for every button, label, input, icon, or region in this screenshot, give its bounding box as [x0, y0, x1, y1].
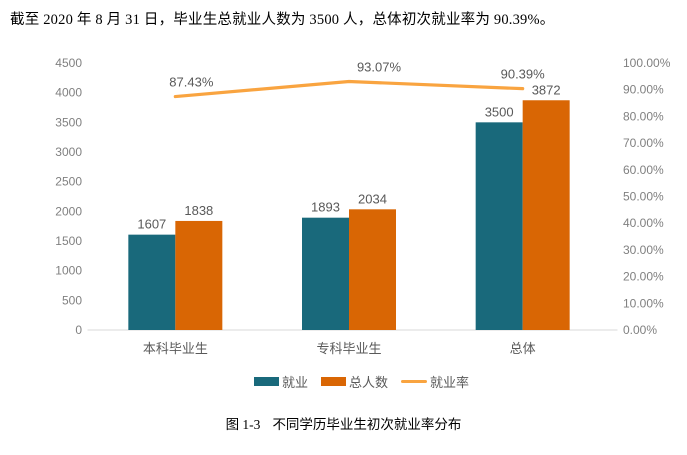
line-point-label: 93.07%: [357, 60, 402, 75]
bar-就业-2: [475, 122, 523, 330]
right-axis-tick-label: 0.00%: [623, 323, 657, 337]
right-axis-tick-label: 30.00%: [623, 243, 664, 257]
right-axis-tick-label: 50.00%: [623, 190, 664, 204]
left-axis-tick-label: 0: [75, 323, 82, 337]
legend-label: 就业率: [430, 375, 470, 390]
bar-value-label: 2034: [358, 191, 387, 206]
left-axis-tick-label: 1500: [55, 234, 82, 248]
rate-line-series: [173, 79, 525, 99]
category-label: 专科毕业生: [316, 341, 381, 356]
right-axis-tick-label: 80.00%: [623, 109, 664, 123]
line-point-label: 87.43%: [169, 75, 214, 90]
left-axis-tick-label: 1000: [55, 264, 82, 278]
category-label: 总体: [510, 341, 536, 356]
right-axis-tick-label: 20.00%: [623, 270, 664, 284]
legend-label: 总人数: [348, 375, 388, 390]
legend-label: 就业: [281, 375, 308, 390]
legend-line-marker: [401, 379, 427, 384]
right-axis-tick-label: 90.00%: [623, 83, 664, 97]
figure-caption-text: 不同学历毕业生初次就业率分布: [272, 417, 462, 432]
right-axis-tick-label: 70.00%: [623, 136, 664, 150]
bar-就业-0: [128, 234, 176, 330]
left-axis-tick-label: 2500: [55, 175, 82, 189]
figure-caption-label: 图 1-3: [225, 417, 261, 432]
summary-sentence: 截至 2020 年 8 月 31 日，毕业生总就业人数为 3500 人，总体初次…: [10, 12, 555, 28]
bar-总人数-0: [175, 220, 223, 330]
bar-value-label: 1893: [311, 200, 340, 215]
left-axis-tick-label: 3500: [55, 115, 82, 129]
legend-item-rate: 就业率: [401, 372, 469, 391]
bar-总人数-2: [522, 100, 570, 330]
bar-就业-1: [302, 217, 349, 330]
left-axis-tick-label: 3000: [55, 145, 82, 159]
bar-value-label: 3872: [532, 82, 561, 97]
left-axis-tick-label: 4000: [55, 86, 82, 100]
bar-value-label: 1607: [137, 217, 166, 232]
right-axis-tick-label: 40.00%: [623, 216, 664, 230]
bar-总人数-1: [349, 209, 396, 330]
right-axis-tick-label: 10.00%: [623, 296, 664, 310]
left-axis-tick-label: 4500: [55, 56, 82, 70]
left-axis-tick-label: 500: [62, 293, 82, 307]
legend-bar-swatch: [320, 377, 346, 386]
legend-bar-swatch: [253, 377, 279, 386]
bar-value-label: 1838: [184, 203, 213, 218]
category-label: 本科毕业生: [143, 341, 208, 356]
legend-item-total: 总人数: [320, 372, 388, 391]
figure-caption: 图 1-3 不同学历毕业生初次就业率分布: [0, 413, 687, 433]
bar-value-label: 3500: [485, 104, 514, 119]
combo-chart: 0 500 1000 1500 2000 2500 3000 3500 4000 4500 0.00…: [55, 56, 671, 356]
right-axis-tick-label: 100.00%: [623, 56, 671, 70]
line-point-label: 90.39%: [501, 67, 546, 82]
right-axis-tick-label: 60.00%: [623, 163, 664, 177]
legend-item-employed: 就业: [253, 372, 308, 391]
chart-legend: 就业 总人数 就业率: [18, 372, 687, 391]
left-axis-tick-label: 2000: [55, 204, 82, 218]
